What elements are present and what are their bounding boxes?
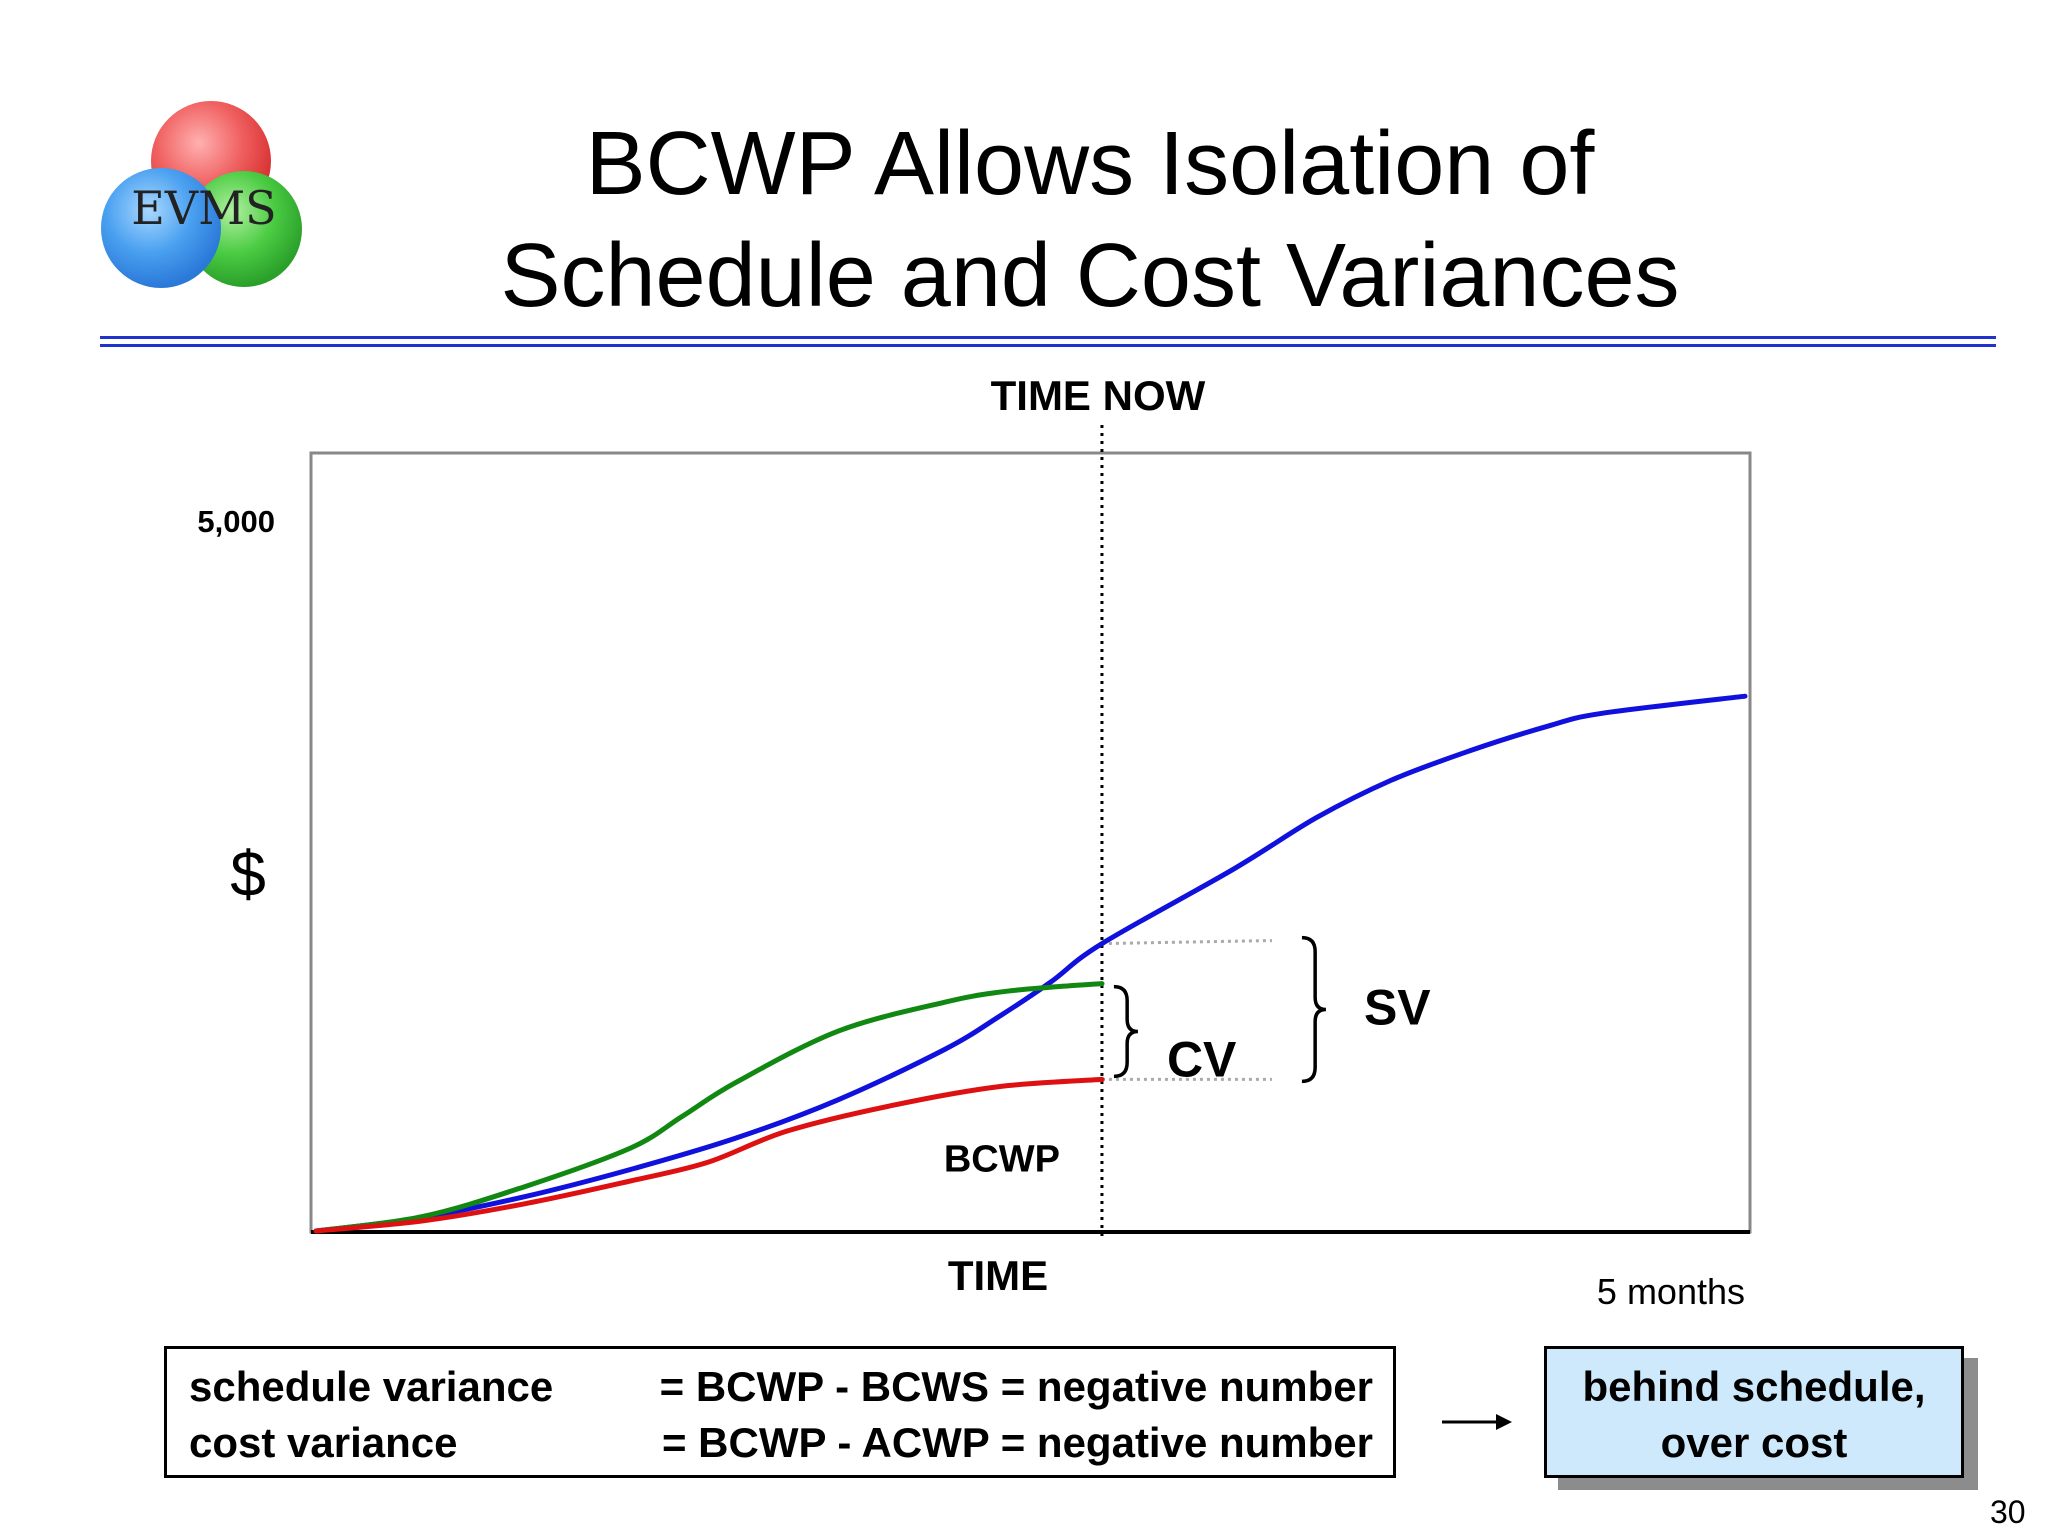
y-tick-label: 5,000 (197, 504, 275, 539)
variance-formula-box: schedule variance = BCWP - BCWS = negati… (164, 1346, 1396, 1478)
blue-series-line (313, 693, 1748, 1234)
green-series-line (313, 981, 1105, 1234)
cost-variance-term: cost variance (189, 1419, 458, 1466)
cost-variance-equation: = BCWP - ACWP = negative number (661, 1419, 1373, 1466)
arrow-right-icon (1442, 1414, 1512, 1430)
title-line-2: Schedule and Cost Variances (500, 226, 1680, 326)
schedule-variance-term: schedule variance (189, 1363, 554, 1410)
sv-label: SV (1364, 979, 1431, 1035)
green-circle (186, 171, 302, 287)
cv-brace (1113, 984, 1139, 1079)
plot-area (309, 451, 1752, 1234)
sv-brace (1301, 935, 1327, 1084)
header-rule-bottom (100, 344, 1996, 347)
cost-variance-row: cost variance = BCWP - ACWP = negative n… (189, 1415, 1393, 1471)
result-line-1: behind schedule, (1582, 1363, 1926, 1410)
blue-circle (101, 168, 221, 288)
header-rule-top (100, 336, 1996, 339)
x-axis-label: TIME (948, 1252, 1048, 1299)
bcwp-series-label: BCWP (944, 1138, 1060, 1180)
logo-text: EVMS (131, 181, 276, 235)
time-now-label: TIME NOW (991, 372, 1206, 419)
cv-label: CV (1167, 1032, 1237, 1088)
x-end-label: 5 months (1597, 1271, 1745, 1312)
schedule-variance-row: schedule variance = BCWP - BCWS = negati… (189, 1359, 1393, 1415)
result-box: behind schedule, over cost (1544, 1346, 1964, 1478)
y-axis-label: $ (230, 838, 266, 910)
page-number: 30 (1990, 1494, 2026, 1530)
result-line-2: over cost (1660, 1419, 1848, 1466)
schedule-variance-equation: = BCWP - BCWS = negative number (659, 1363, 1373, 1410)
red-series-line (313, 1076, 1105, 1234)
title-line-1: BCWP Allows Isolation of (585, 114, 1595, 214)
sv-top-guide (1101, 939, 1272, 946)
evms-logo: EVMS (101, 101, 302, 288)
page-title: BCWP Allows Isolation of Schedule and Co… (300, 108, 1880, 332)
